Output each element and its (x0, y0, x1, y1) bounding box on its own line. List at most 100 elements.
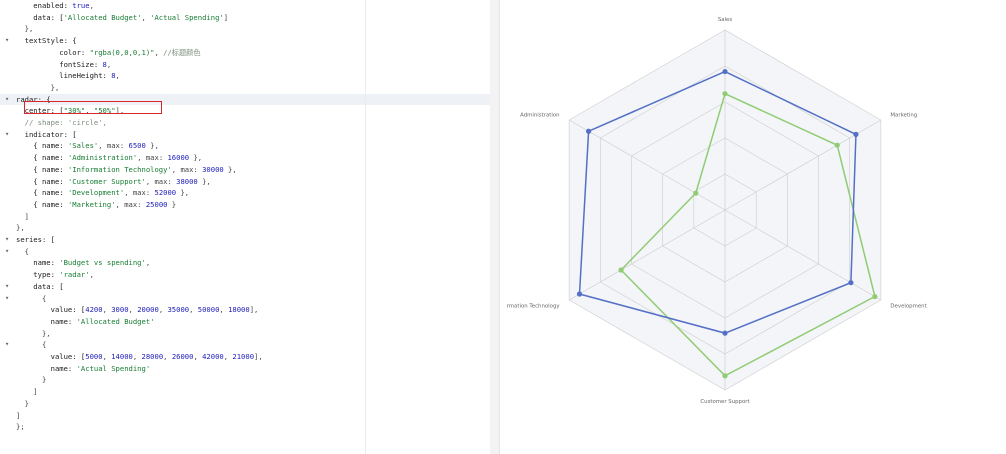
code-token: , (158, 305, 168, 315)
code-line[interactable]: } (0, 398, 490, 410)
code-line[interactable]: color: "rgba(0,0,0,1)", //标题颜色 (0, 47, 490, 59)
code-token: // shape: 'circle', (16, 118, 107, 127)
code-text: radar: { (16, 94, 51, 106)
fold-toggle-icon[interactable]: ▾ (5, 293, 10, 302)
code-token: 26000 (171, 352, 194, 361)
code-token: , (115, 71, 120, 81)
code-text: series: [ (16, 234, 55, 246)
code-token: ], (115, 106, 125, 116)
split-pane-scrollbar[interactable] (490, 0, 500, 454)
code-line[interactable]: value: [5000, 14000, 28000, 26000, 42000… (0, 351, 490, 363)
radar-data-point (722, 373, 728, 379)
code-token: }, (16, 328, 51, 338)
code-line[interactable]: name: 'Allocated Budget' (0, 316, 490, 328)
code-token: "rgba(0,0,0,1)" (89, 47, 155, 57)
code-text: fontSize: 8, (16, 59, 111, 71)
code-token: 'Budget vs spending' (59, 258, 146, 268)
radar-data-point (576, 291, 583, 297)
code-token: ] (223, 12, 229, 22)
code-token: , (193, 352, 203, 361)
code-line[interactable]: { name: 'Sales', max: 6500 }, (0, 140, 490, 152)
code-line[interactable]: name: 'Actual Spending' (0, 363, 490, 375)
code-token: name: (16, 363, 77, 373)
code-line[interactable]: ▾ series: [ (0, 234, 490, 246)
code-line[interactable]: ▾ radar: { (0, 93, 490, 106)
code-text: }, (16, 222, 25, 234)
code-line[interactable]: }, (0, 23, 490, 35)
code-token: center: [ (16, 106, 64, 116)
code-token: 38000 (176, 176, 198, 186)
fold-toggle-icon[interactable]: ▾ (5, 340, 10, 349)
code-token: { name: (16, 176, 68, 186)
code-line[interactable]: name: 'Budget vs spending', (0, 257, 490, 269)
fold-toggle-icon[interactable]: ▾ (5, 281, 10, 290)
code-line[interactable]: type: 'radar', (0, 269, 490, 281)
code-token: { (16, 246, 29, 256)
code-token: 'Development' (67, 188, 125, 198)
code-line[interactable]: }, (0, 222, 490, 234)
code-text: ] (16, 410, 20, 422)
code-text: { (16, 246, 29, 258)
radar-data-point (834, 142, 840, 148)
code-token: 16000 (167, 153, 190, 163)
code-line[interactable]: { name: 'Customer Support', max: 38000 }… (0, 176, 490, 188)
code-line[interactable]: ] (0, 386, 490, 398)
code-line[interactable]: enabled: true, (0, 0, 490, 12)
code-line[interactable]: data: ['Allocated Budget', 'Actual Spend… (0, 12, 490, 24)
code-line[interactable]: lineHeight: 8, (0, 70, 490, 82)
code-line[interactable]: ] (0, 410, 490, 422)
code-token: 'Sales' (67, 141, 99, 151)
code-token: 'Actual Spending' (76, 363, 151, 373)
code-token: }, (145, 141, 159, 151)
code-line[interactable]: }, (0, 82, 490, 94)
code-token: , max: (137, 153, 168, 163)
code-line[interactable]: center: ["30%", "50%"], (0, 105, 490, 117)
code-text: data: [ (16, 281, 63, 293)
code-text: { name: 'Customer Support', max: 38000 }… (16, 176, 210, 188)
code-token: 20000 (137, 305, 159, 315)
fold-toggle-icon[interactable]: ▾ (5, 235, 10, 243)
code-line[interactable]: ▾ { (0, 293, 490, 305)
code-line[interactable]: { name: 'Information Technology', max: 3… (0, 164, 490, 176)
code-token: 52000 (154, 188, 177, 198)
code-line[interactable]: { name: 'Marketing', max: 25000 } (0, 199, 490, 211)
code-token: 14000 (111, 352, 133, 361)
radar-data-point (722, 68, 728, 75)
code-text: lineHeight: 8, (16, 70, 120, 82)
radar-data-point (586, 128, 592, 134)
fold-toggle-icon[interactable]: ▾ (5, 129, 10, 138)
code-line[interactable]: } (0, 374, 490, 386)
code-line[interactable]: ▾ indicator: [ (0, 129, 490, 141)
code-line[interactable]: fontSize: 8, (0, 59, 490, 71)
radar-indicator-label: Administration (520, 113, 559, 119)
code-line[interactable]: ▾ { (0, 339, 490, 351)
code-token: ], (249, 305, 259, 315)
fold-toggle-icon[interactable]: ▾ (5, 246, 10, 255)
code-line[interactable]: ▾ textStyle: { (0, 35, 490, 47)
code-token: 'Customer Support' (67, 176, 146, 186)
radar-indicator-label: Marketing (890, 113, 917, 119)
code-line[interactable]: ▾ data: [ (0, 281, 490, 293)
code-line[interactable]: }; (0, 421, 490, 433)
code-token: ] (16, 387, 38, 397)
radar-indicator-label: Sales (718, 17, 733, 23)
code-token: }, (16, 24, 34, 34)
code-text: ] (16, 386, 38, 398)
code-token: indicator: [ (16, 129, 77, 139)
code-editor[interactable]: enabled: true, data: ['Allocated Budget'… (0, 0, 491, 454)
code-line[interactable]: { name: 'Administration', max: 16000 }, (0, 152, 490, 164)
fold-toggle-icon[interactable]: ▾ (5, 36, 10, 45)
code-token: color: (16, 47, 90, 57)
code-line[interactable]: }, (0, 328, 490, 340)
code-token: , max: (171, 164, 203, 174)
code-line[interactable]: ] (0, 211, 490, 223)
highlight-box (24, 101, 162, 114)
code-line[interactable]: { name: 'Development', max: 52000 }, (0, 187, 490, 199)
fold-toggle-icon[interactable]: ▾ (5, 94, 10, 103)
code-line[interactable]: // shape: 'circle', (0, 117, 490, 129)
code-token: textStyle: { (16, 36, 77, 46)
code-line[interactable]: ▾ { (0, 246, 490, 258)
code-text: } (16, 398, 29, 410)
code-line[interactable]: value: [4200, 3000, 20000, 35000, 50000,… (0, 304, 490, 316)
code-token: 42000 (202, 352, 224, 361)
